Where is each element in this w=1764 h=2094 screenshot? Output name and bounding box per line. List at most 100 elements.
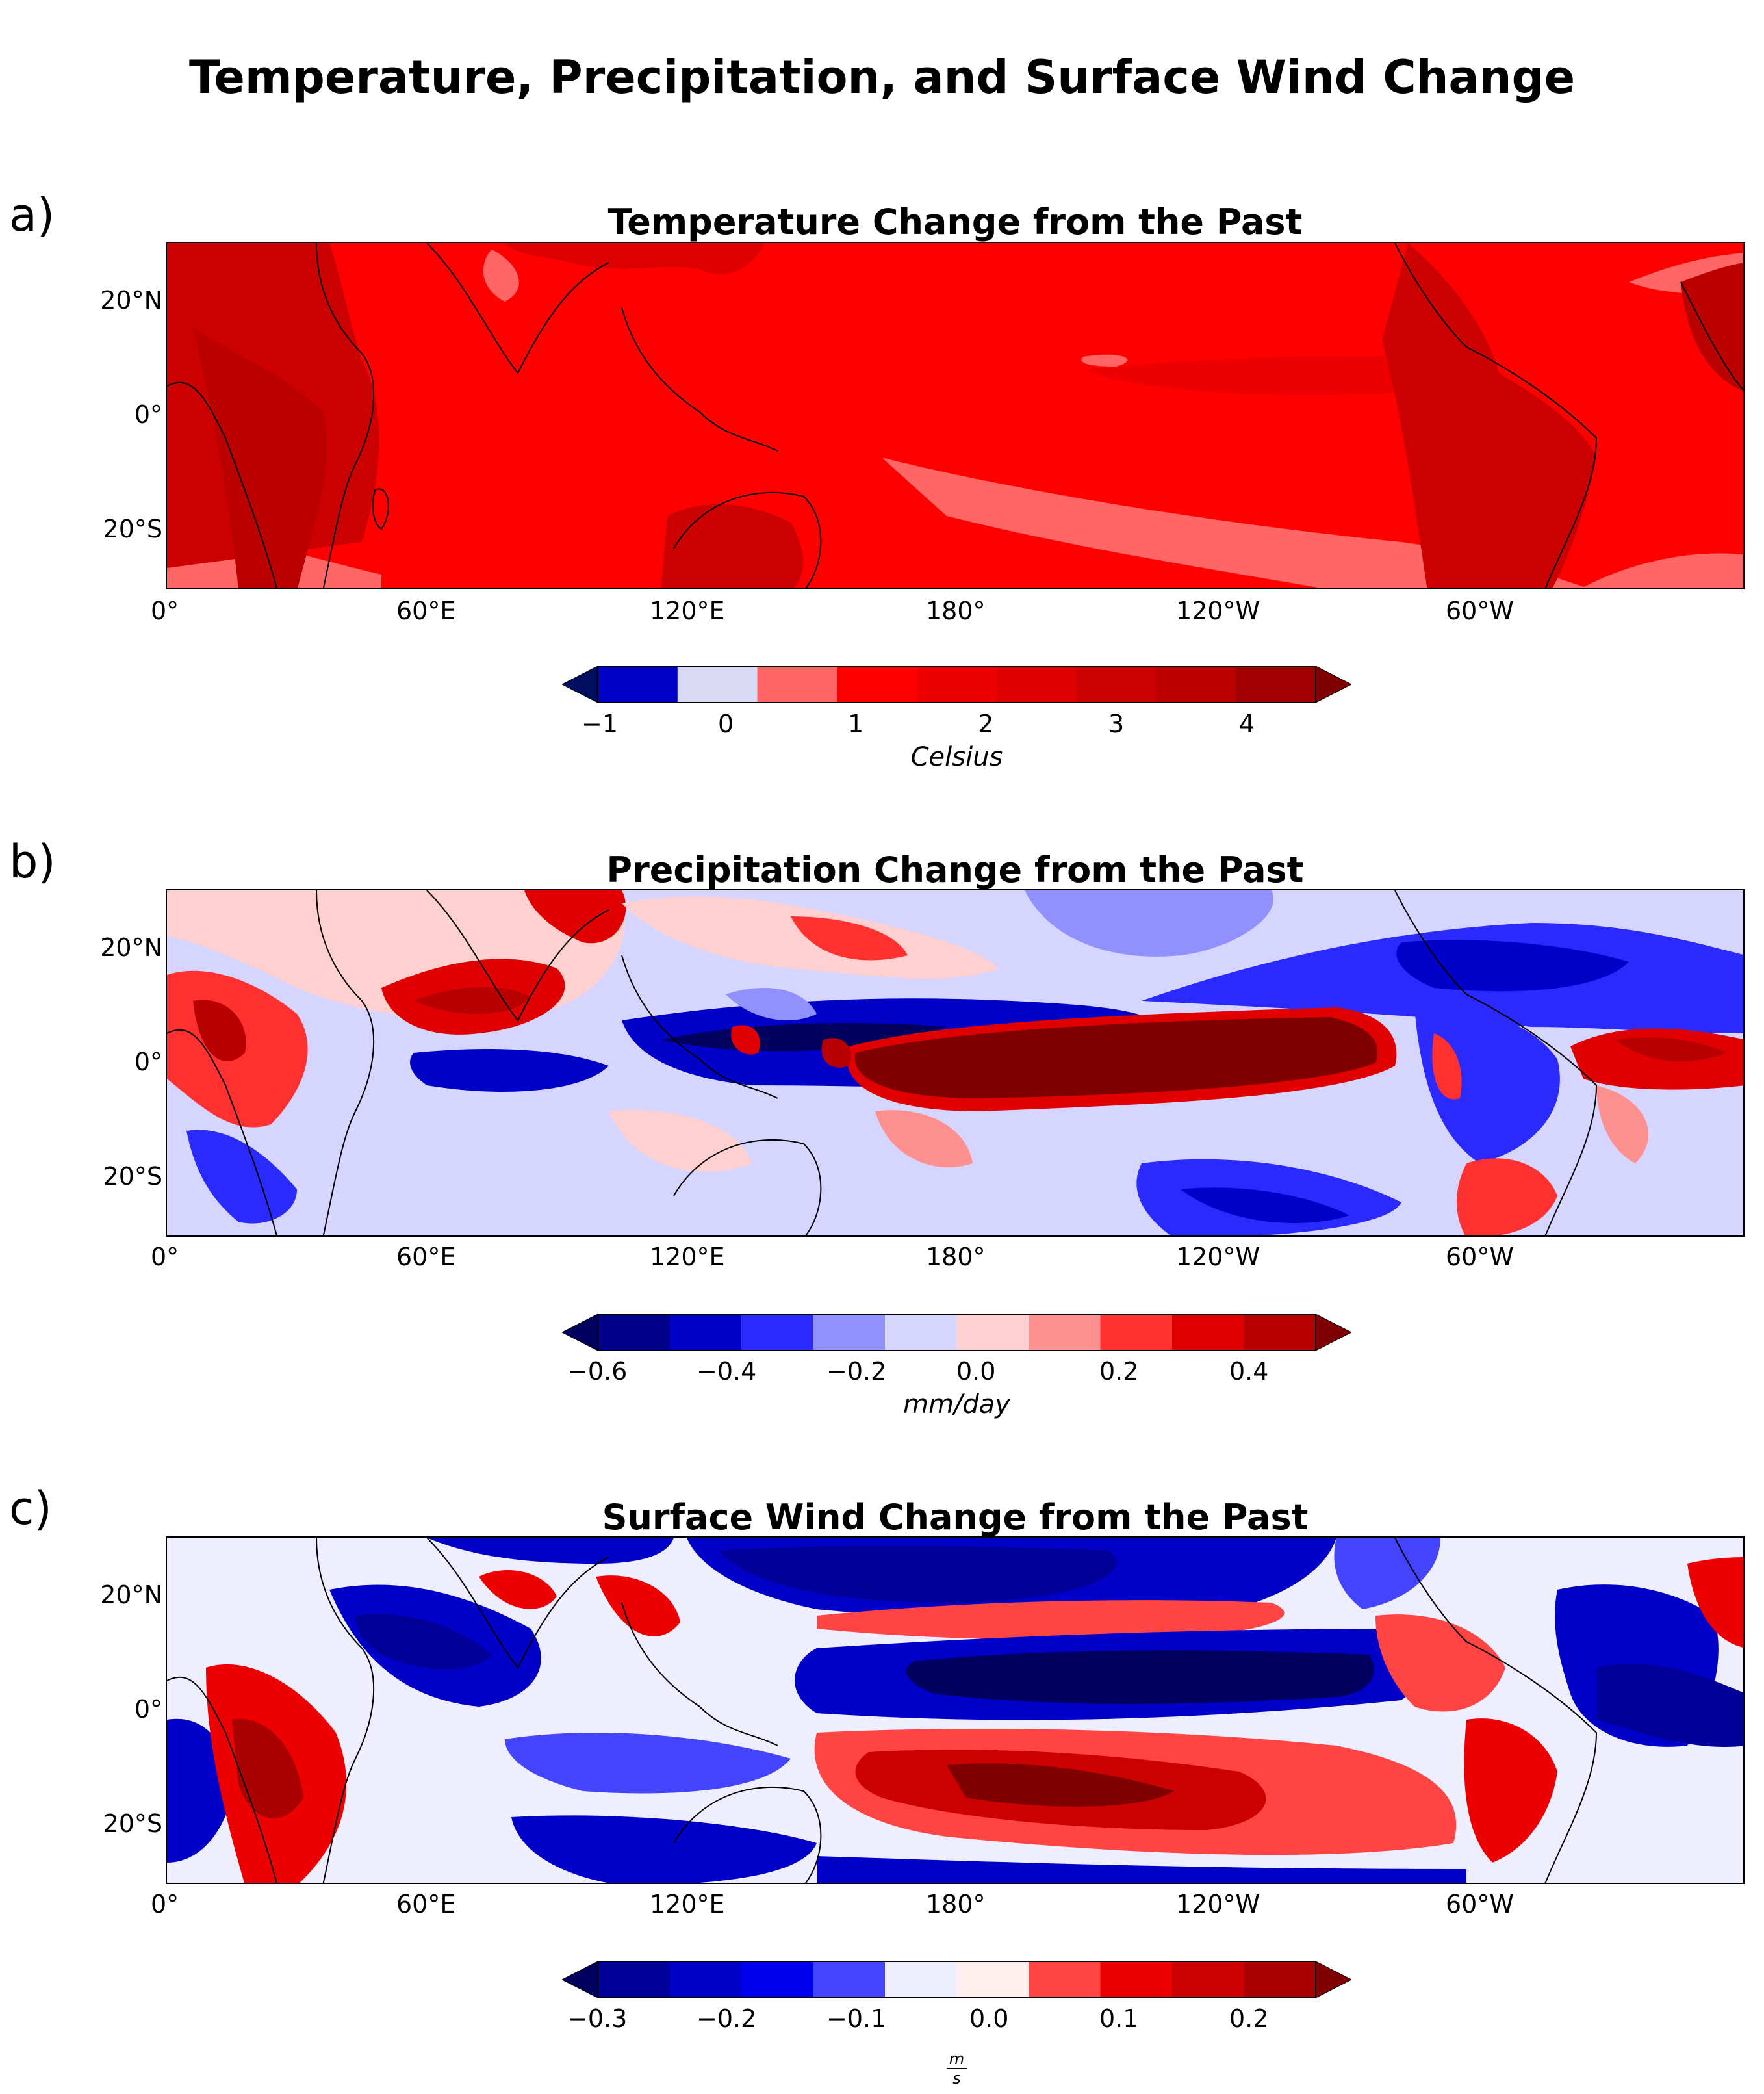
panel-b-lon-tick: 60°E bbox=[396, 1243, 456, 1271]
panel-c-lon-tick: 60°E bbox=[396, 1890, 456, 1919]
temperature-australia bbox=[661, 504, 803, 588]
surface-wind-colorbar-tick: −0.1 bbox=[826, 2004, 887, 2033]
precipitation-colorbar-cell bbox=[669, 1314, 742, 1351]
precipitation-colorbar-extend-high bbox=[1315, 1314, 1351, 1351]
panel-a-lon-tick: 180° bbox=[926, 597, 986, 625]
precipitation-colorbar-tick: 0.0 bbox=[956, 1357, 996, 1386]
temperature-colorbar-tick: 2 bbox=[978, 710, 994, 738]
precipitation-colorbar-cell bbox=[885, 1314, 957, 1351]
temperature-colorbar-label: Celsius bbox=[910, 742, 1003, 772]
panel-a-label: a) bbox=[9, 188, 55, 242]
figure-title: Temperature, Precipitation, and Surface … bbox=[188, 51, 1576, 104]
panel-b-lat-tick: 0° bbox=[134, 1048, 162, 1076]
temperature-colorbar bbox=[562, 666, 1351, 703]
surface-wind-colorbar-cell bbox=[956, 1961, 1029, 1998]
surface-wind-colorbar-tick: 0.1 bbox=[1099, 2004, 1139, 2033]
panel-b-lon-tick: 0° bbox=[151, 1243, 179, 1271]
panel-a-title: Temperature Change from the Past bbox=[607, 201, 1303, 242]
surface-wind-colorbar-extend-low bbox=[562, 1961, 598, 1998]
panel-a-lon-tick: 120°E bbox=[650, 597, 725, 625]
temperature-colorbar-tick: 4 bbox=[1239, 710, 1255, 738]
temperature-colorbar-extend-low bbox=[562, 666, 598, 703]
panel-b-lon-tick: 60°W bbox=[1446, 1243, 1514, 1271]
temperature-colorbar-cell bbox=[1156, 666, 1236, 703]
panel-a-lon-tick: 120°W bbox=[1176, 597, 1260, 625]
panel-c-lon-tick: 120°E bbox=[650, 1890, 725, 1919]
panel-c-lat-tick: 20°N bbox=[100, 1581, 162, 1609]
precipitation-equatorial-band bbox=[854, 1017, 1378, 1098]
temperature-coastlines bbox=[167, 243, 1743, 588]
panel-c-lon-tick: 0° bbox=[151, 1890, 179, 1919]
temperature-colorbar-extend-high bbox=[1315, 666, 1351, 703]
surface-wind-colorbar-tick: 0.2 bbox=[1229, 2004, 1269, 2033]
precipitation-coastlines bbox=[167, 890, 1598, 1235]
panel-c-lat-tick: 20°S bbox=[103, 1809, 162, 1838]
wind-coastlines bbox=[167, 1538, 1598, 1883]
temperature-colorbar-cell bbox=[757, 666, 837, 703]
panel-a-lon-tick: 60°E bbox=[396, 597, 456, 625]
surface-wind-colorbar-cell bbox=[1244, 1961, 1316, 1998]
precipitation-colorbar-cell bbox=[1029, 1314, 1101, 1351]
panel-c-lon-tick: 180° bbox=[926, 1890, 986, 1919]
precipitation-colorbar-cell bbox=[1100, 1314, 1173, 1351]
wind-unit-denominator: s bbox=[952, 2069, 961, 2088]
panel-a-lon-tick: 60°W bbox=[1446, 597, 1514, 625]
surface-wind-colorbar-tick: 0.0 bbox=[969, 2004, 1009, 2033]
precipitation-colorbar-extend-low bbox=[562, 1314, 598, 1351]
surface-wind-colorbar-cell bbox=[669, 1961, 742, 1998]
precipitation-map bbox=[166, 889, 1745, 1237]
precipitation-colorbar-cell bbox=[598, 1314, 670, 1351]
wind-unit-numerator: m bbox=[946, 2051, 967, 2069]
temperature-colorbar-tick: 1 bbox=[848, 710, 864, 738]
panel-a-lat-tick: 0° bbox=[134, 400, 162, 429]
panel-b-label: b) bbox=[9, 835, 56, 888]
panel-b-title: Precipitation Change from the Past bbox=[606, 849, 1304, 890]
temperature-colorbar-cell bbox=[1076, 666, 1157, 703]
surface-wind-colorbar-cell bbox=[598, 1961, 670, 1998]
temperature-colorbar-tick: 3 bbox=[1108, 710, 1125, 738]
panel-a-lat-tick: 20°S bbox=[103, 515, 162, 543]
surface-wind-colorbar-cell bbox=[741, 1961, 813, 1998]
precipitation-colorbar-tick: 0.2 bbox=[1099, 1357, 1139, 1386]
precipitation-colorbar-tick: −0.2 bbox=[826, 1357, 887, 1386]
precipitation-colorbar-tick: −0.4 bbox=[697, 1357, 757, 1386]
surface-wind-colorbar-cell bbox=[1100, 1961, 1173, 1998]
surface-wind-map bbox=[166, 1536, 1745, 1884]
temperature-colorbar-cell bbox=[996, 666, 1077, 703]
panel-a-lat-tick: 20°N bbox=[100, 286, 162, 315]
precipitation-colorbar-tick: −0.6 bbox=[567, 1357, 628, 1386]
surface-wind-colorbar-cell bbox=[813, 1961, 886, 1998]
precipitation-colorbar-cell bbox=[813, 1314, 886, 1351]
panel-c-lon-tick: 60°W bbox=[1446, 1890, 1514, 1919]
surface-wind-colorbar-cell bbox=[885, 1961, 957, 1998]
panel-b-lon-tick: 120°E bbox=[650, 1243, 725, 1271]
temperature-colorbar-tick: −1 bbox=[582, 710, 619, 738]
surface-wind-colorbar-tick: −0.2 bbox=[697, 2004, 757, 2033]
panel-c-title: Surface Wind Change from the Past bbox=[602, 1497, 1309, 1538]
surface-wind-colorbar-tick: −0.3 bbox=[567, 2004, 628, 2033]
temperature-field-cool-tongue bbox=[882, 458, 1589, 588]
temperature-colorbar-cell bbox=[837, 666, 917, 703]
surface-wind-colorbar-cell bbox=[1172, 1961, 1244, 1998]
temperature-colorbar-cell bbox=[917, 666, 997, 703]
panel-c-label: c) bbox=[9, 1482, 52, 1535]
temperature-colorbar-cell bbox=[677, 666, 758, 703]
precipitation-colorbar-cell bbox=[741, 1314, 813, 1351]
precipitation-colorbar-cell bbox=[1244, 1314, 1316, 1351]
panel-b-lon-tick: 180° bbox=[926, 1243, 986, 1271]
temperature-map bbox=[166, 242, 1745, 589]
temperature-colorbar-tick: 0 bbox=[718, 710, 734, 738]
precipitation-colorbar bbox=[562, 1314, 1351, 1351]
panel-a-lon-tick: 0° bbox=[151, 597, 179, 625]
precipitation-colorbar-tick: 0.4 bbox=[1229, 1357, 1269, 1386]
panel-b-lon-tick: 120°W bbox=[1176, 1243, 1260, 1271]
panel-c-lon-tick: 120°W bbox=[1176, 1890, 1260, 1919]
surface-wind-colorbar bbox=[562, 1961, 1351, 1998]
panel-c-lat-tick: 0° bbox=[134, 1695, 162, 1724]
panel-b-lat-tick: 20°N bbox=[100, 933, 162, 962]
precipitation-colorbar-cell bbox=[956, 1314, 1029, 1351]
temperature-colorbar-cell bbox=[598, 666, 678, 703]
panel-b-lat-tick: 20°S bbox=[103, 1162, 162, 1191]
